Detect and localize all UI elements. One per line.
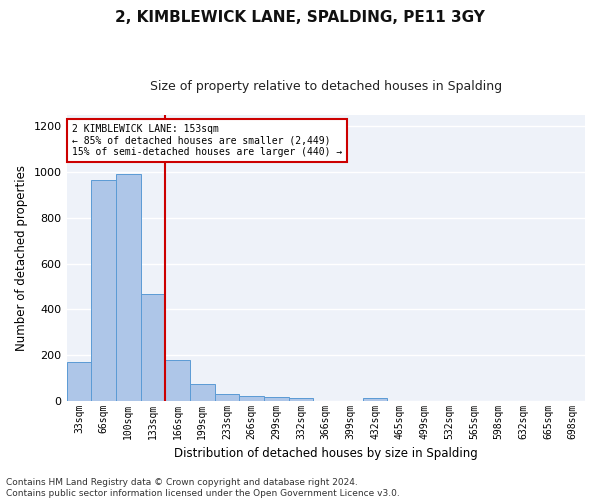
Bar — [91, 180, 116, 400]
X-axis label: Distribution of detached houses by size in Spalding: Distribution of detached houses by size … — [174, 447, 478, 460]
Bar — [116, 174, 140, 400]
Text: Contains HM Land Registry data © Crown copyright and database right 2024.
Contai: Contains HM Land Registry data © Crown c… — [6, 478, 400, 498]
Bar — [289, 398, 313, 400]
Text: 2 KIMBLEWICK LANE: 153sqm
← 85% of detached houses are smaller (2,449)
15% of se: 2 KIMBLEWICK LANE: 153sqm ← 85% of detac… — [72, 124, 342, 157]
Bar — [264, 397, 289, 400]
Y-axis label: Number of detached properties: Number of detached properties — [15, 165, 28, 351]
Bar — [165, 360, 190, 401]
Bar — [363, 398, 388, 400]
Bar — [67, 362, 91, 401]
Bar — [215, 394, 239, 400]
Bar — [190, 384, 215, 400]
Title: Size of property relative to detached houses in Spalding: Size of property relative to detached ho… — [150, 80, 502, 93]
Bar — [140, 294, 165, 401]
Bar — [239, 396, 264, 400]
Text: 2, KIMBLEWICK LANE, SPALDING, PE11 3GY: 2, KIMBLEWICK LANE, SPALDING, PE11 3GY — [115, 10, 485, 25]
